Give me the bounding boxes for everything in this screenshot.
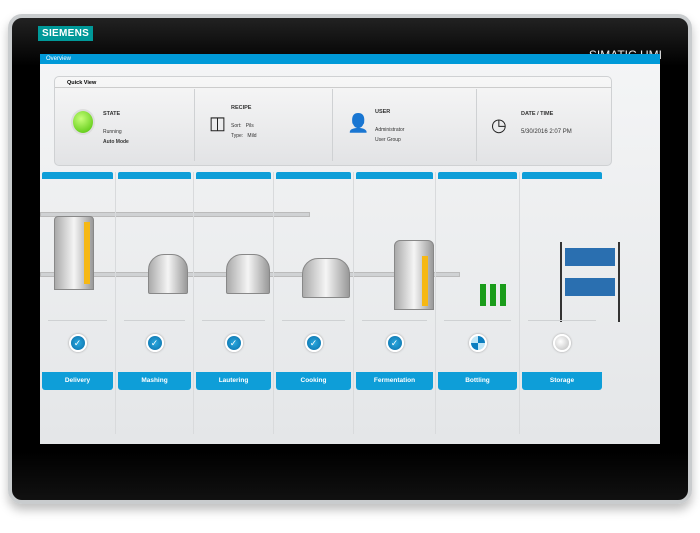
check-icon: ✓ <box>304 334 323 352</box>
user-name: Administrator <box>375 127 405 133</box>
stage-label: Mashing <box>118 372 191 390</box>
quick-view-title: Quick View <box>55 77 611 88</box>
storage-rack <box>560 242 620 322</box>
siemens-logo: SIEMENS <box>38 26 94 41</box>
state-mode: Auto Mode <box>103 139 129 145</box>
check-icon: ✓ <box>145 334 164 352</box>
status-led-icon <box>71 109 95 135</box>
type-value: Mild <box>247 133 257 139</box>
stage-bottling[interactable]: Bottling <box>436 172 520 434</box>
lautering-tank <box>226 254 270 294</box>
check-icon: ✓ <box>68 334 87 352</box>
check-icon: ✓ <box>224 334 243 352</box>
user-icon: 👤 <box>347 113 370 133</box>
user-group: User Group <box>375 137 401 143</box>
check-icon: ✓ <box>385 334 404 352</box>
idle-indicator-icon <box>553 334 571 352</box>
header-bar: Overview <box>40 54 660 64</box>
state-label: STATE <box>103 111 121 117</box>
stage-label: Storage <box>522 372 602 390</box>
stage-label: Delivery <box>42 372 113 390</box>
sort-label: Sort: <box>231 123 242 129</box>
stage-lautering[interactable]: ✓ Lautering <box>194 172 274 434</box>
mashing-tank <box>148 254 188 294</box>
clock-icon: ◷ <box>491 115 507 135</box>
type-label: Type: <box>231 133 244 139</box>
page-title: Overview <box>46 56 72 62</box>
hmi-panel: SIEMENS SIMATIC HMI Overview Quick View … <box>8 14 692 504</box>
progress-spinner-icon <box>468 334 487 352</box>
sort-value: Pils <box>245 123 254 129</box>
state-status: Running <box>103 129 122 135</box>
stage-label: Lautering <box>196 372 271 390</box>
recipe-box-icon: ◫ <box>209 113 227 133</box>
process-stages: ✓ Delivery ✓ Mashing ✓ Lautering ✓ Cooking ✓… <box>40 172 660 444</box>
stage-cooking[interactable]: ✓ Cooking <box>274 172 354 434</box>
datetime-value: 5/30/2016 2:07 PM <box>521 129 572 135</box>
recipe-cell[interactable]: ◫ RECIPE Sort: Pils Type: Mild <box>195 89 333 161</box>
stage-delivery[interactable]: ✓ Delivery <box>40 172 116 434</box>
stage-fermentation[interactable]: ✓ Fermentation <box>354 172 436 434</box>
stage-label: Fermentation <box>356 372 433 390</box>
bottles <box>468 284 514 308</box>
stage-label: Bottling <box>438 372 517 390</box>
user-cell[interactable]: 👤 USER Administrator User Group <box>333 89 477 161</box>
user-label: USER <box>375 109 391 115</box>
cooking-tank <box>302 258 350 298</box>
stage-mashing[interactable]: ✓ Mashing <box>116 172 194 434</box>
quick-view-panel: Quick View STATE Running Auto Mode ◫ REC… <box>54 76 612 166</box>
stage-storage[interactable]: Storage <box>520 172 604 434</box>
datetime-label: DATE / TIME <box>521 111 554 117</box>
stage-label: Cooking <box>276 372 351 390</box>
datetime-cell: ◷ DATE / TIME 5/30/2016 2:07 PM <box>477 89 613 161</box>
recipe-label: RECIPE <box>231 105 252 111</box>
screen: Overview Quick View STATE Running Auto M… <box>40 54 660 444</box>
state-cell[interactable]: STATE Running Auto Mode <box>55 89 195 161</box>
